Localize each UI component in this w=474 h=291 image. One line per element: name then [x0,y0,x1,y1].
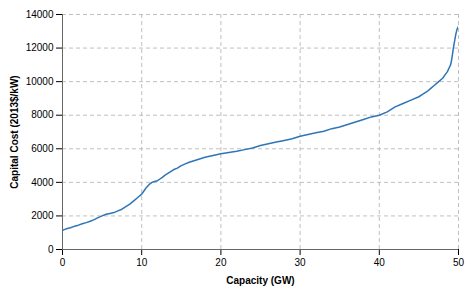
svg-text:6000: 6000 [31,143,54,154]
svg-text:10: 10 [136,257,148,268]
svg-text:12000: 12000 [26,42,54,53]
svg-text:2000: 2000 [31,210,54,221]
svg-text:10000: 10000 [26,76,54,87]
svg-text:40: 40 [374,257,386,268]
svg-text:0: 0 [60,257,66,268]
svg-text:14000: 14000 [26,9,54,20]
svg-text:Capital Cost (2013$/kW): Capital Cost (2013$/kW) [9,75,20,188]
svg-text:30: 30 [295,257,307,268]
svg-text:20: 20 [215,257,227,268]
svg-text:4000: 4000 [31,177,54,188]
svg-text:8000: 8000 [31,109,54,120]
svg-text:50: 50 [453,257,465,268]
svg-text:0: 0 [48,244,54,255]
svg-text:Capacity (GW): Capacity (GW) [226,275,294,286]
